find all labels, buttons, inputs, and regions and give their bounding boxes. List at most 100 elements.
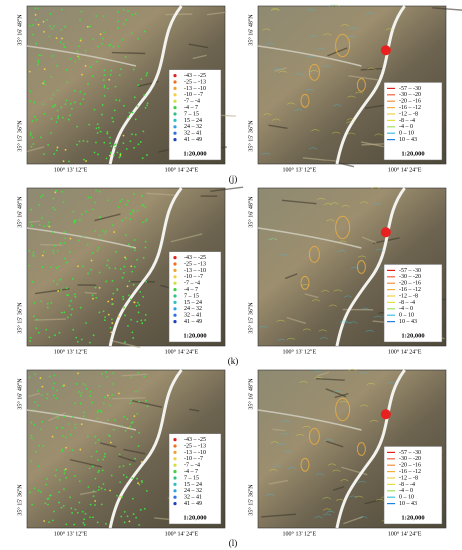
measurement-point: [138, 304, 141, 306]
measurement-point: [40, 54, 43, 57]
terrain-ridge: [84, 291, 97, 295]
measurement-point: [55, 149, 58, 152]
terrain-ridge: [341, 466, 368, 476]
measurement-point: [41, 194, 44, 197]
legend-label: -10 – -7: [184, 274, 203, 280]
contour-line: [295, 73, 304, 76]
measurement-point: [65, 476, 68, 479]
measurement-point: [132, 210, 135, 213]
measurement-point: [41, 266, 44, 269]
measurement-point: [63, 469, 66, 472]
measurement-point: [74, 402, 76, 405]
measurement-point: [29, 134, 32, 136]
measurement-point: [139, 508, 142, 511]
measurement-point: [97, 409, 100, 412]
measurement-point: [131, 270, 134, 273]
measurement-point: [37, 389, 40, 392]
terrain-ridge: [112, 397, 146, 400]
measurement-point: [58, 265, 61, 268]
deformation-hotspot: [380, 45, 391, 56]
measurement-point: [54, 104, 56, 106]
measurement-point: [112, 45, 115, 48]
contour-line: [341, 205, 350, 208]
measurement-point: [34, 7, 37, 10]
contour-line: [302, 328, 312, 331]
legend-symbol: [173, 489, 177, 493]
measurement-point: [89, 395, 92, 398]
measurement-point: [61, 448, 63, 451]
measurement-point: [124, 314, 126, 317]
river: [108, 369, 183, 529]
measurement-point: [93, 151, 96, 154]
measurement-point: [48, 35, 51, 38]
measurement-point: [103, 95, 106, 97]
measurement-point: [36, 63, 39, 66]
measurement-point: [70, 507, 73, 510]
measurement-point: [55, 266, 58, 269]
terrain-ridge: [100, 442, 117, 448]
terrain-ridge: [28, 392, 41, 398]
measurement-point: [103, 69, 106, 72]
contour-line: [301, 284, 310, 287]
measurement-point: [48, 375, 51, 378]
contour-line: [261, 152, 271, 155]
measurement-point: [142, 204, 145, 207]
measurement-point: [134, 133, 137, 136]
measurement-point: [108, 434, 111, 437]
measurement-point: [61, 37, 63, 40]
contour-line: [359, 516, 368, 519]
measurement-point: [104, 232, 107, 235]
measurement-point: [110, 331, 113, 334]
measurement-point: [89, 25, 92, 28]
measurement-point: [32, 251, 35, 254]
latitude-label: 35° 16' 48"N: [16, 14, 23, 46]
measurement-point: [126, 427, 129, 430]
measurement-point: [43, 225, 46, 228]
contour-line: [314, 376, 323, 379]
measurement-point: [136, 105, 139, 107]
measurement-point: [52, 106, 55, 108]
measurement-point: [88, 467, 91, 470]
measurement-point: [127, 243, 130, 246]
measurement-point: [100, 411, 103, 413]
measurement-point: [28, 70, 31, 73]
measurement-point: [106, 87, 109, 90]
measurement-point: [35, 327, 38, 330]
measurement-point: [68, 114, 71, 117]
contour-line: [345, 121, 355, 124]
measurement-point: [106, 394, 109, 397]
measurement-point: [102, 79, 105, 81]
terrain-ridge: [118, 455, 136, 463]
measurement-point: [130, 318, 133, 321]
measurement-point: [41, 420, 44, 423]
legend-symbol: [173, 262, 177, 266]
legend-label: 15 – 24: [184, 300, 202, 306]
measurement-point: [73, 475, 76, 477]
measurement-point: [142, 295, 145, 298]
measurement-point: [61, 426, 64, 429]
longitude-label: 100° 14' 24"E: [388, 348, 422, 355]
panel-label: (l): [229, 538, 238, 548]
measurement-point: [130, 422, 133, 424]
contour-line: [309, 35, 318, 38]
measurement-point: [65, 69, 68, 71]
legend-symbol: [173, 457, 177, 461]
legend-label: 7 – 15: [184, 293, 199, 299]
measurement-point: [137, 445, 140, 448]
contour-line: [331, 4, 340, 7]
measurement-point: [29, 491, 31, 494]
measurement-point: [137, 482, 139, 485]
measurement-point: [129, 298, 132, 301]
measurement-point: [97, 489, 100, 491]
measurement-point: [137, 84, 140, 87]
measurement-point: [90, 196, 92, 199]
legend-symbol: [173, 482, 177, 486]
measurement-point: [48, 521, 51, 524]
contour-line: [286, 337, 296, 340]
measurement-point: [62, 116, 64, 119]
measurement-point: [78, 480, 81, 483]
contour-line: [318, 329, 327, 332]
contour-line: [302, 425, 311, 428]
measurement-point: [55, 121, 58, 124]
contour-line: [360, 201, 369, 204]
